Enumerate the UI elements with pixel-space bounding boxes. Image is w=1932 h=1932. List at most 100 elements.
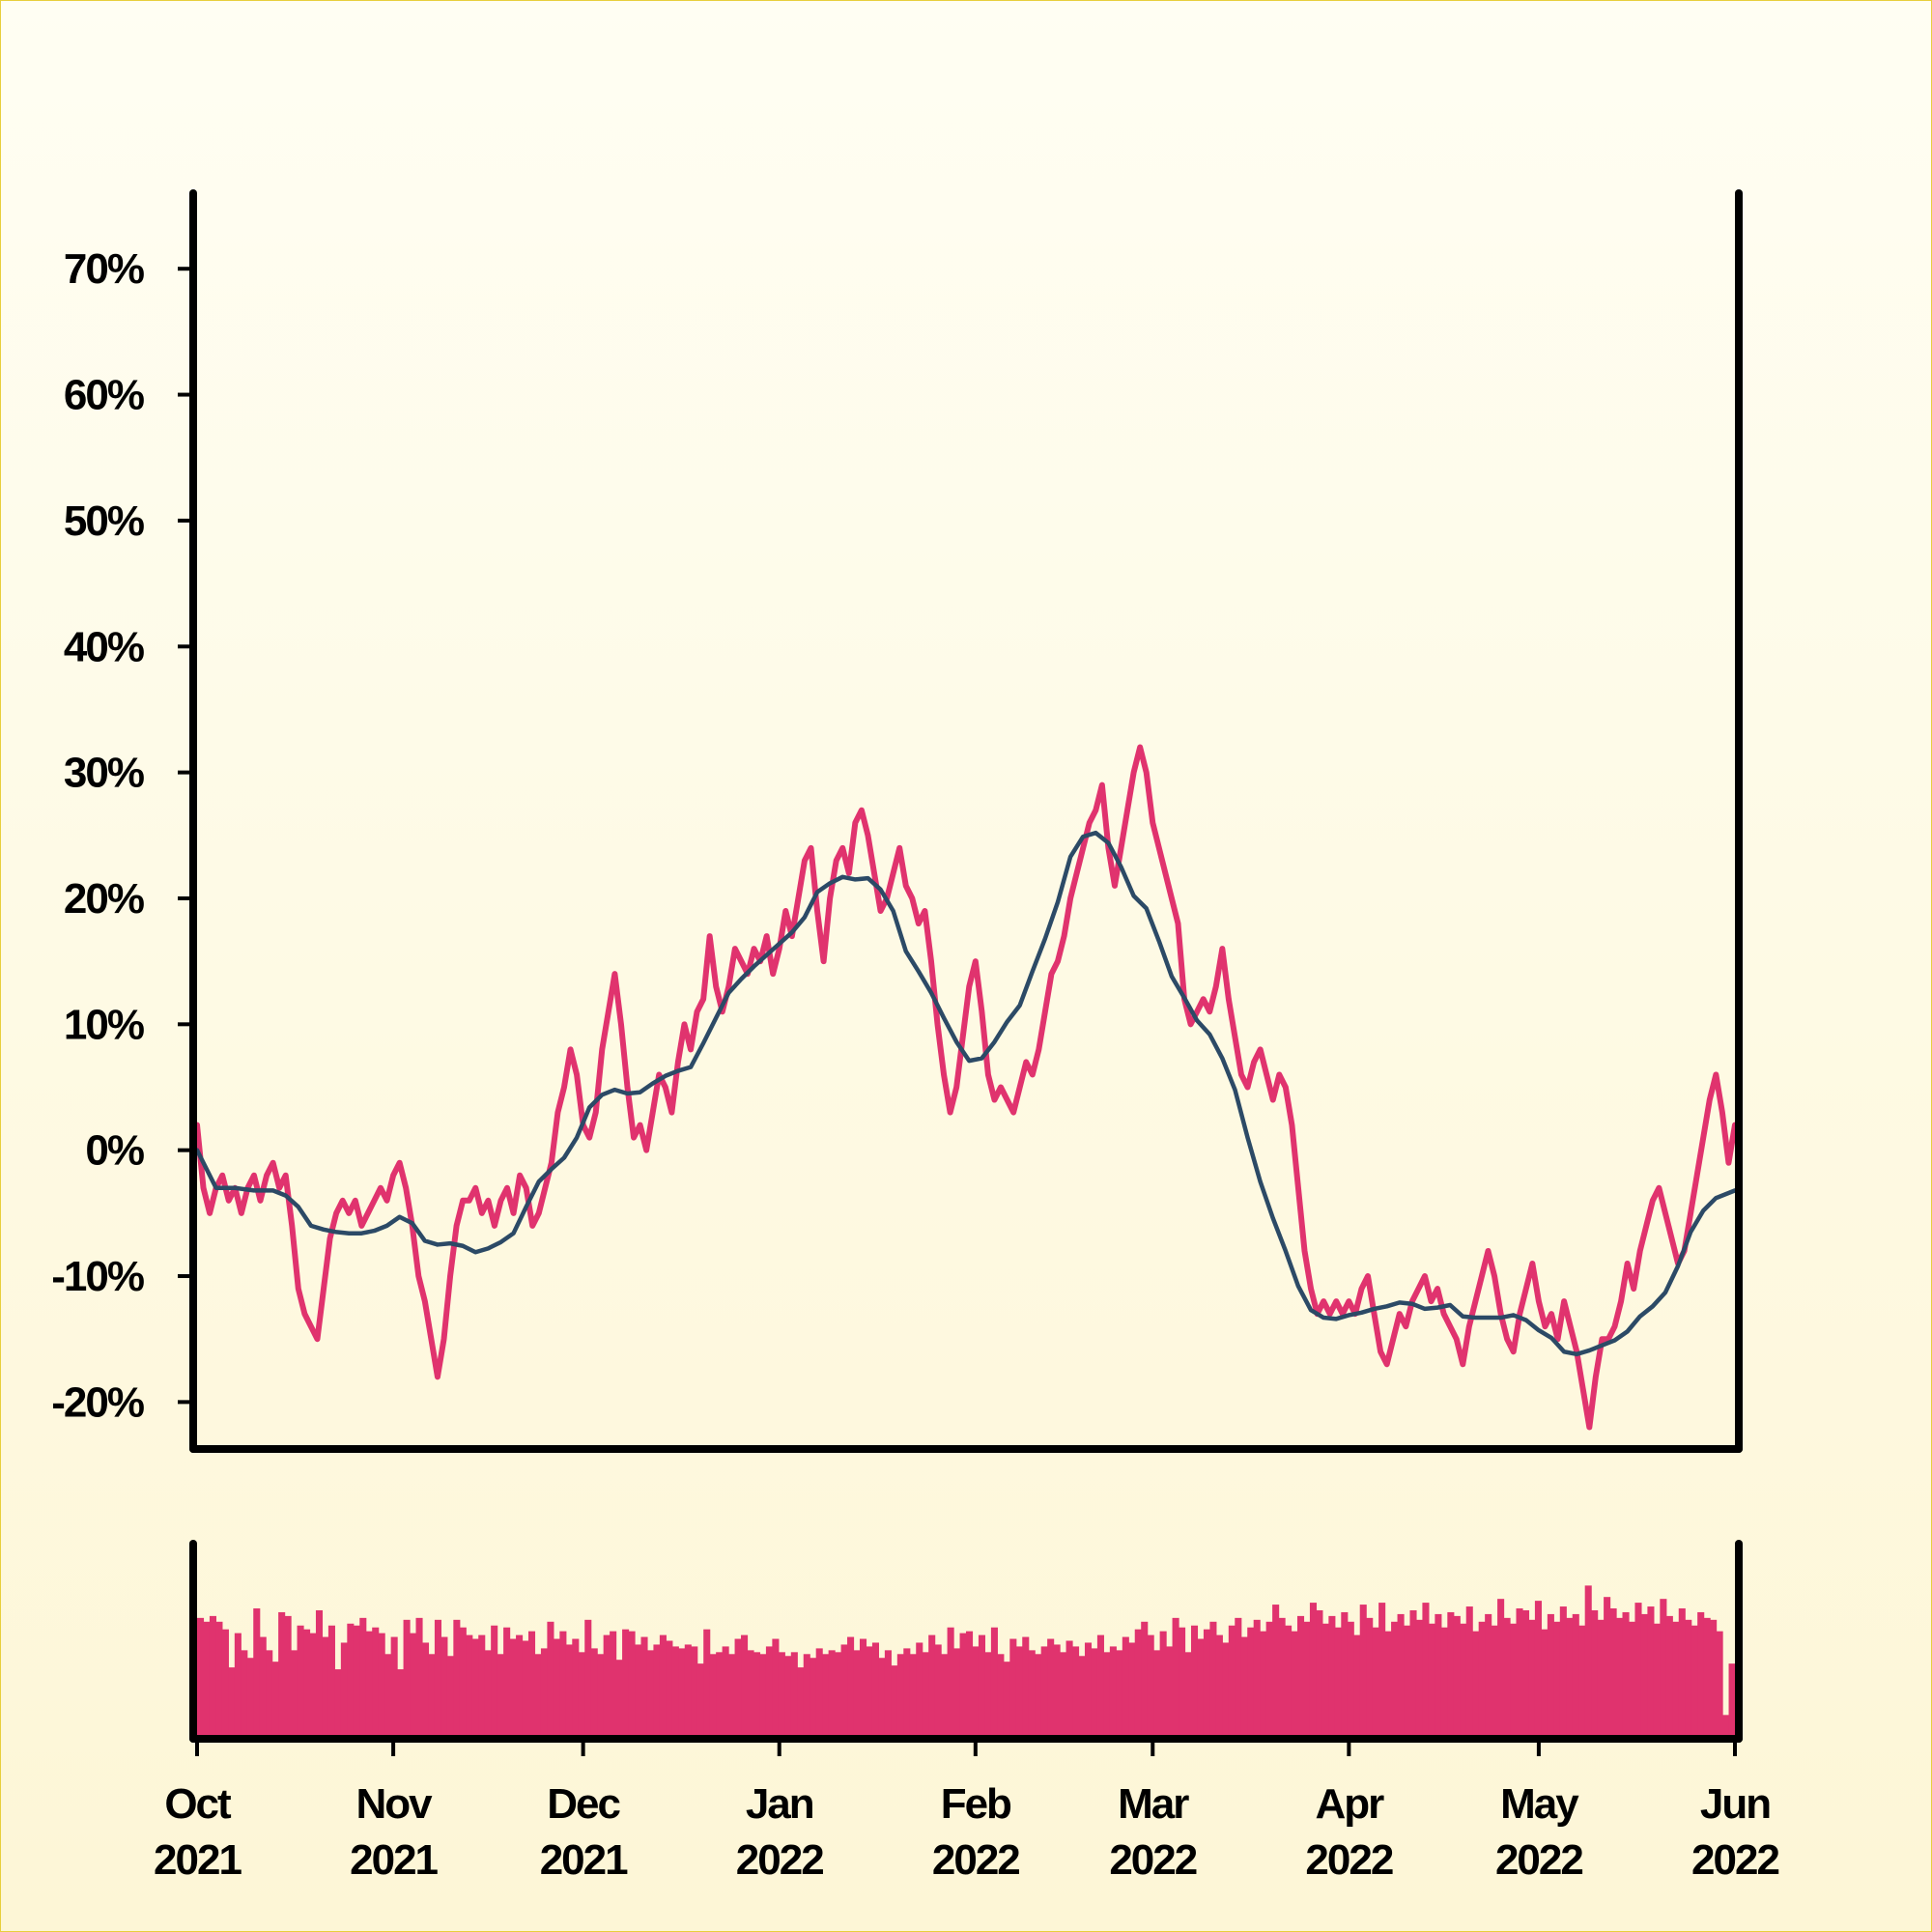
volume-bar	[741, 1634, 749, 1736]
volume-bar	[1141, 1621, 1149, 1736]
volume-bar	[271, 1662, 279, 1736]
volume-bar	[203, 1621, 211, 1736]
volume-bar	[1222, 1642, 1230, 1736]
volume-bar	[1578, 1625, 1586, 1736]
volume-bar	[1116, 1650, 1123, 1736]
volume-bar	[241, 1650, 248, 1736]
volume-bar	[1697, 1611, 1705, 1736]
volume-bar	[659, 1634, 667, 1736]
volume-bars	[197, 1585, 1736, 1736]
volume-bar	[1128, 1642, 1136, 1736]
volume-bar	[1521, 1609, 1530, 1736]
volume-bar	[603, 1634, 611, 1736]
volume-bar	[1497, 1599, 1505, 1736]
axes	[189, 189, 1743, 1743]
volume-bar	[1465, 1606, 1473, 1736]
volume-bar	[696, 1663, 704, 1736]
volume-bar	[947, 1627, 954, 1736]
volume-bar	[1103, 1652, 1111, 1736]
volume-bar	[1534, 1601, 1542, 1736]
volume-bar	[847, 1636, 855, 1736]
volume-bar	[259, 1636, 267, 1736]
volume-bar	[1091, 1648, 1098, 1736]
volume-bar	[484, 1650, 492, 1736]
volume-bar	[1516, 1608, 1523, 1736]
volume-bar	[1291, 1631, 1298, 1736]
volume-bar	[1553, 1621, 1561, 1736]
volume-bar	[372, 1627, 380, 1736]
volume-bar	[1640, 1613, 1648, 1736]
volume-bar	[1622, 1611, 1630, 1736]
volume-bar	[1122, 1636, 1129, 1736]
volume-bar	[1653, 1623, 1661, 1736]
volume-bar	[1415, 1619, 1424, 1736]
volume-bar	[1285, 1625, 1293, 1736]
volume-bar	[1084, 1642, 1093, 1736]
x-tick-month: Nov	[356, 1780, 434, 1828]
volume-bar	[1260, 1631, 1267, 1736]
volume-bar	[1359, 1605, 1367, 1736]
volume-bar	[1065, 1640, 1073, 1736]
volume-bar	[1384, 1631, 1392, 1736]
volume-bar	[1391, 1621, 1399, 1736]
volume-bar	[1179, 1627, 1186, 1736]
volume-bar	[640, 1636, 648, 1736]
volume-bar	[1397, 1613, 1405, 1736]
volume-bar	[666, 1640, 673, 1736]
volume-bar	[1328, 1615, 1336, 1736]
volume-bar	[1209, 1621, 1217, 1736]
volume-bar	[859, 1638, 867, 1736]
y-tick-label: 70%	[64, 245, 144, 293]
volume-bar	[1203, 1629, 1210, 1736]
volume-bar	[284, 1615, 292, 1736]
volume-bar	[434, 1619, 441, 1736]
volume-bar	[871, 1642, 879, 1736]
volume-bar	[716, 1652, 724, 1736]
volume-bar	[1040, 1646, 1048, 1736]
moving-average-line	[194, 830, 1738, 1357]
volume-bar	[691, 1646, 698, 1736]
volume-bar	[397, 1669, 405, 1736]
volume-bar	[572, 1638, 580, 1736]
volume-bar	[1159, 1631, 1167, 1736]
volume-bar	[1491, 1625, 1498, 1736]
volume-bar	[1584, 1585, 1592, 1736]
x-tick-year: 2022	[932, 1836, 1019, 1884]
x-tick-year: 2022	[1109, 1836, 1196, 1884]
volume-bar	[1572, 1613, 1579, 1736]
volume-bar	[1134, 1629, 1142, 1736]
volume-bar	[990, 1627, 998, 1736]
x-tick-month: Mar	[1118, 1780, 1189, 1828]
volume-bar	[815, 1648, 823, 1736]
volume-bar	[610, 1631, 617, 1736]
volume-bar	[390, 1636, 398, 1736]
volume-bar	[1435, 1613, 1442, 1736]
volume-bar	[565, 1644, 573, 1736]
volume-bar	[747, 1650, 754, 1736]
volume-bar	[709, 1654, 717, 1736]
volume-bar	[590, 1648, 598, 1736]
volume-bar	[866, 1646, 873, 1736]
volume-bar	[1428, 1623, 1435, 1736]
volume-bar	[197, 1617, 205, 1736]
volume-bar	[1228, 1625, 1236, 1736]
volume-bar	[1272, 1605, 1280, 1736]
volume-bar	[828, 1650, 836, 1736]
volume-bar	[1096, 1634, 1104, 1736]
volume-bar	[1409, 1609, 1417, 1736]
volume-bar	[916, 1642, 923, 1736]
volume-bar	[1710, 1619, 1718, 1736]
volume-bar	[1247, 1627, 1255, 1736]
volume-bar	[853, 1650, 861, 1736]
volume-bar	[1303, 1621, 1311, 1736]
volume-bar	[653, 1644, 661, 1736]
volume-bar	[547, 1621, 554, 1736]
volume-bar	[1547, 1613, 1554, 1736]
x-tick-month: Dec	[547, 1780, 620, 1828]
volume-bar	[1616, 1617, 1624, 1736]
x-tick-labels: Oct 2021 Nov 2021 Dec 2021 Jan 2022 Feb 2022 Mar 20…	[154, 1739, 1780, 1884]
x-tick-month: Feb	[941, 1780, 1011, 1828]
volume-bar	[428, 1654, 436, 1736]
volume-bar	[1604, 1597, 1611, 1736]
